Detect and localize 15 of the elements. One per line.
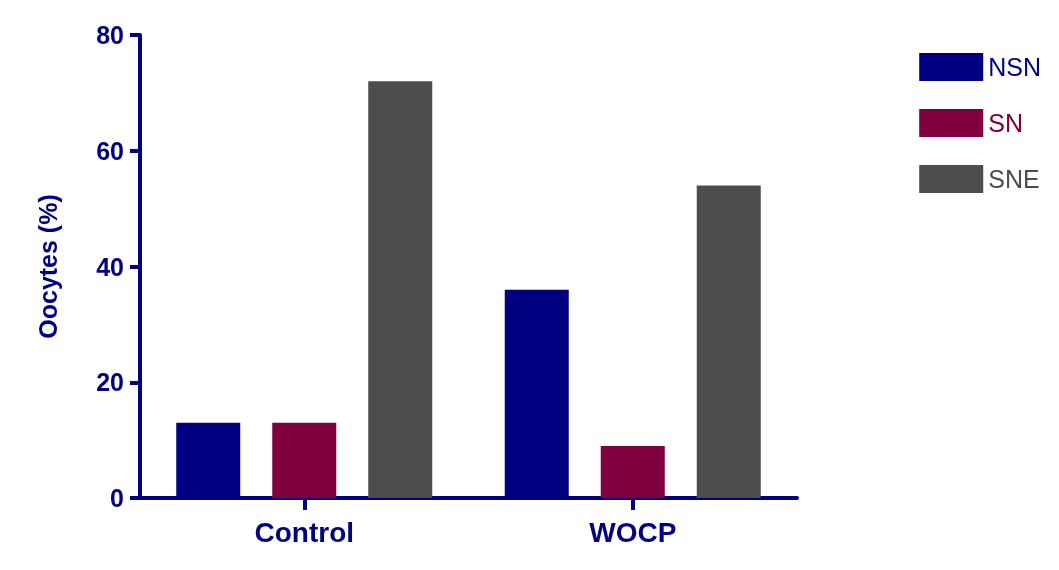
y-tick-label: 80: [96, 21, 124, 49]
legend-label: NSN: [988, 53, 1042, 81]
x-tick-label: Control: [254, 516, 355, 548]
y-tick-label: 20: [96, 368, 124, 397]
bar: [272, 422, 337, 498]
x-tick-label: WOCP: [589, 516, 677, 548]
bar: [368, 81, 433, 498]
y-axis-title: Oocytes (%): [33, 194, 62, 339]
bar: [600, 445, 665, 498]
y-tick-label: 0: [110, 484, 124, 512]
legend-label: SNE: [988, 165, 1040, 193]
y-tick-label: 40: [96, 252, 124, 281]
bar: [696, 185, 761, 498]
y-tick-label: 60: [96, 136, 124, 165]
legend-label: SN: [988, 109, 1023, 137]
